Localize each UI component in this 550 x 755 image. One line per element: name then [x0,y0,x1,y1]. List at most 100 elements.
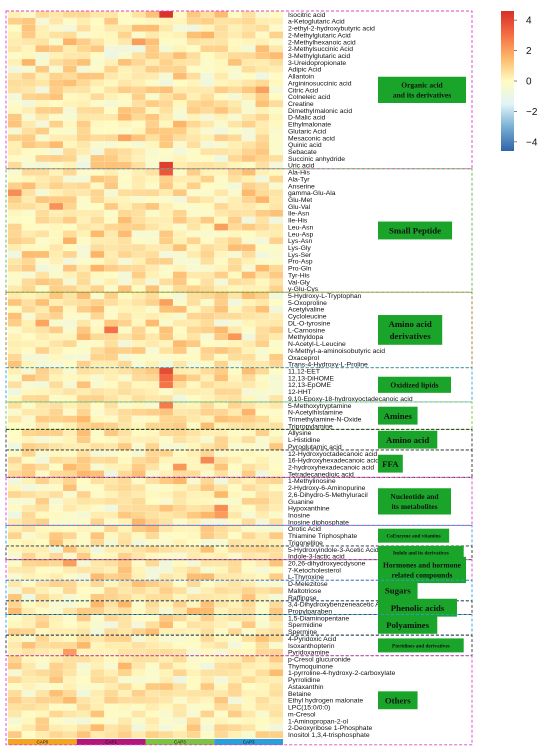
heatmap-cell [62,65,77,73]
heatmap-cell [117,100,132,108]
row-label: Allysine [288,430,312,437]
heatmap-cell [131,436,146,444]
heatmap-cell [35,65,50,73]
heatmap-cell [131,634,146,643]
heatmap-cell [227,607,242,615]
heatmap-cell [145,367,160,375]
heatmap-cell [172,511,187,519]
heatmap-cell [131,374,146,382]
heatmap-cell [62,72,77,80]
heatmap-cell [186,381,201,389]
heatmap-cell [131,154,146,163]
row-label: Pro-Gln [288,266,312,273]
heatmap-cell [145,264,160,272]
heatmap-cell [104,326,119,334]
heatmap-cell [200,175,215,183]
heatmap-cell [76,442,91,451]
heatmap-cell [145,52,160,60]
heatmap-cell [104,31,119,39]
heatmap-cell [117,230,132,238]
heatmap-cell [21,566,36,574]
group-label: Others [385,695,411,705]
heatmap-cell [200,367,215,375]
heatmap-cell [159,593,174,602]
heatmap-cell [241,552,256,560]
heatmap-cell [214,552,229,560]
heatmap-cell [131,367,146,375]
group-label-box [378,376,451,393]
heatmap-cell [49,566,64,574]
heatmap-cell [214,319,229,327]
heatmap-cell [117,628,132,636]
group-label: Pteridines and derivatives [392,643,450,649]
heatmap-cell [241,724,256,732]
heatmap-cell [255,388,270,396]
heatmap-cell [255,292,270,300]
heatmap-cell [76,463,91,471]
heatmap-cell [159,312,174,320]
heatmap-cell [159,442,174,451]
heatmap-cell [62,580,77,588]
row-label: 1-Methylinosine [288,478,336,485]
heatmap-cell [21,154,36,163]
heatmap-cell [200,696,215,704]
heatmap-cell [21,532,36,540]
heatmap-cell [90,271,105,279]
heatmap-cell [49,93,64,101]
heatmap-cell [35,175,50,183]
heatmap-cell [49,497,64,505]
heatmap-cell [241,429,256,437]
heatmap-cell [241,10,256,19]
heatmap-cell [62,559,77,567]
heatmap-cell [145,319,160,327]
heatmap-cell [7,696,22,704]
heatmap-cell [35,607,50,615]
heatmap-cell [117,93,132,101]
heatmap-cell [269,305,284,313]
heatmap-cell [172,340,187,348]
heatmap-cell [186,621,201,629]
heatmap-cell [159,731,174,739]
heatmap-cell [76,271,91,279]
heatmap-cell [241,72,256,80]
heatmap-cell [241,100,256,108]
heatmap-cell [159,497,174,505]
heatmap-cell [214,148,229,156]
heatmap-cell [21,374,36,382]
heatmap-cell [159,648,174,656]
heatmap-cell [255,72,270,80]
heatmap-cell [227,340,242,348]
heatmap-cell [104,209,119,217]
heatmap-cell [227,614,242,622]
heatmap-cell [62,141,77,149]
heatmap-cell [214,106,229,115]
heatmap-cell [131,449,146,457]
heatmap-cell [255,161,270,169]
heatmap-cell [90,333,105,341]
heatmap-cell [227,367,242,375]
heatmap-cell [200,648,215,656]
heatmap-cell [200,566,215,574]
heatmap-cell [186,628,201,636]
heatmap-cell [241,298,256,307]
heatmap-cell [49,141,64,149]
heatmap-cell [200,278,215,286]
heatmap-cell [227,470,242,478]
heatmap-cell [76,38,91,46]
heatmap-cell [21,731,36,739]
heatmap-cell [7,538,22,547]
heatmap-cell [269,52,284,60]
heatmap-cell [241,134,256,142]
row-label: Dimethylmalonic acid [288,108,352,115]
heatmap-cell [145,388,160,396]
heatmap-cell [117,518,132,526]
heatmap-cell [241,518,256,526]
heatmap-cell [35,127,50,135]
heatmap-cell [214,24,229,32]
heatmap-cell [241,374,256,382]
heatmap-cell [214,223,229,231]
heatmap-cell [117,545,132,553]
heatmap-cell [7,559,22,567]
heatmap-cell [21,298,36,307]
